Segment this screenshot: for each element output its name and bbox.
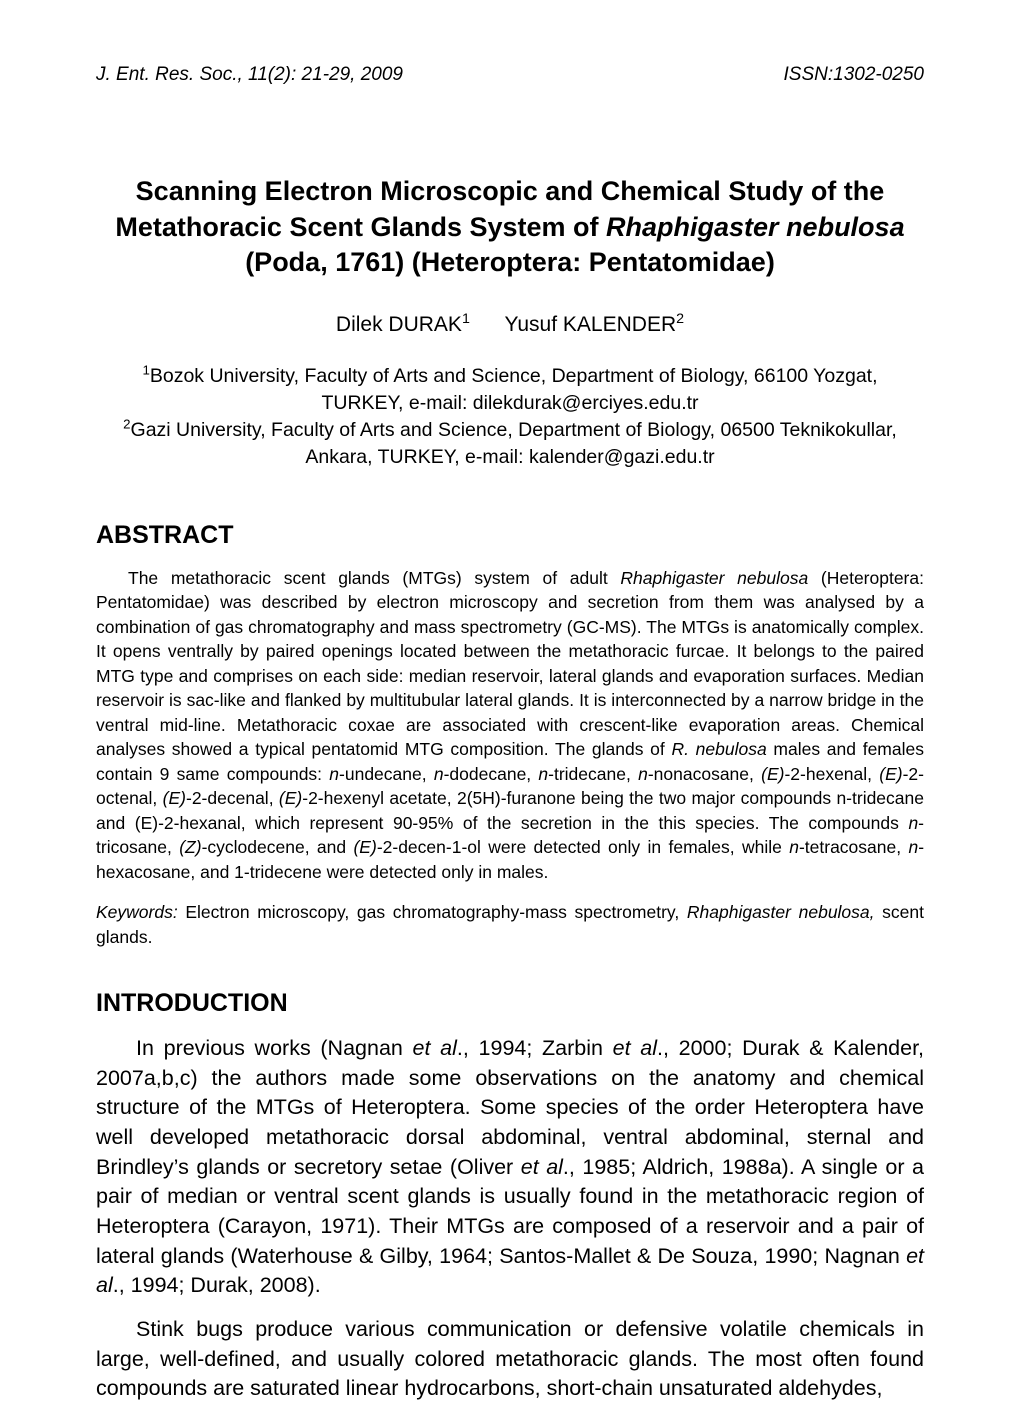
affil-2-line-1: Gazi University, Faculty of Arts and Sci… bbox=[131, 419, 897, 441]
abs-it: (E) bbox=[353, 837, 376, 857]
abs-seg: -undecane, bbox=[339, 764, 434, 784]
journal-citation: J. Ent. Res. Soc., 11(2): 21-29, 2009 bbox=[96, 64, 403, 86]
abs-it: (E) bbox=[163, 788, 186, 808]
title-line-1: Scanning Electron Microscopic and Chemic… bbox=[136, 176, 885, 206]
abs-seg: -nonacosane, bbox=[648, 764, 761, 784]
abs-seg: -tridecane, bbox=[548, 764, 638, 784]
abs-it: n bbox=[789, 837, 799, 857]
abstract-heading: ABSTRACT bbox=[96, 521, 924, 550]
title-line-3: (Poda, 1761) (Heteroptera: Pentatomidae) bbox=[245, 247, 775, 277]
title-species: Rhaphigaster nebulosa bbox=[606, 212, 905, 242]
abs-seg: -cyclodecene, and bbox=[202, 837, 354, 857]
running-header: J. Ent. Res. Soc., 11(2): 21-29, 2009 IS… bbox=[96, 64, 924, 86]
author-1-name: Dilek DURAK bbox=[336, 313, 462, 336]
keywords: Keywords: Electron microscopy, gas chrom… bbox=[96, 900, 924, 949]
introduction-heading: INTRODUCTION bbox=[96, 989, 924, 1018]
intro-seg: In previous works (Nagnan bbox=[136, 1036, 413, 1060]
abs-it: n bbox=[434, 764, 444, 784]
authors: Dilek DURAK1 Yusuf KALENDER2 bbox=[96, 313, 924, 337]
affil-1-line-2: TURKEY, e-mail: dilekdurak@erciyes.edu.t… bbox=[321, 392, 698, 414]
affil-1-line-1: Bozok University, Faculty of Arts and Sc… bbox=[150, 365, 878, 387]
intro-seg: ., 1994; Durak, 2008). bbox=[113, 1273, 321, 1297]
affil-2-line-2: Ankara, TURKEY, e-mail: kalender@gazi.ed… bbox=[305, 446, 714, 468]
abs-it: n bbox=[908, 813, 918, 833]
abs-it: (Z) bbox=[179, 837, 201, 857]
abs-seg: -2-decen-1-ol were detected only in fema… bbox=[377, 837, 789, 857]
article-title: Scanning Electron Microscopic and Chemic… bbox=[96, 174, 924, 281]
author-1-sup: 1 bbox=[462, 311, 470, 327]
abs-seg: The metathoracic scent glands (MTGs) sys… bbox=[128, 568, 620, 588]
abs-it: n bbox=[908, 837, 918, 857]
author-2-name: Yusuf KALENDER bbox=[505, 313, 677, 336]
abs-it: (E) bbox=[879, 764, 902, 784]
intro-para-2: Stink bugs produce various communication… bbox=[96, 1315, 924, 1404]
intro-it: et al bbox=[413, 1036, 457, 1060]
abs-seg: (Heteroptera: Pentatomidae) was describe… bbox=[96, 568, 924, 760]
page: J. Ent. Res. Soc., 11(2): 21-29, 2009 IS… bbox=[0, 0, 1020, 1402]
affil-2-sup: 2 bbox=[123, 416, 130, 431]
affiliations: 1Bozok University, Faculty of Arts and S… bbox=[96, 363, 924, 471]
intro-para-1: In previous works (Nagnan et al., 1994; … bbox=[96, 1034, 924, 1301]
intro-it: et al bbox=[521, 1155, 563, 1179]
kw-seg: Electron microscopy, gas chromatography-… bbox=[185, 902, 687, 922]
abs-it: (E) bbox=[761, 764, 784, 784]
abs-it: R. nebulosa bbox=[671, 739, 766, 759]
abs-seg: -tetracosane, bbox=[799, 837, 909, 857]
keywords-label: Keywords: bbox=[96, 902, 185, 922]
issn: ISSN:1302-0250 bbox=[784, 64, 925, 86]
kw-it: Rhaphigaster nebulosa, bbox=[687, 902, 875, 922]
intro-seg: ., 1994; Zarbin bbox=[457, 1036, 613, 1060]
intro-it: et al bbox=[613, 1036, 657, 1060]
author-gap bbox=[470, 313, 505, 336]
abs-seg: -dodecane, bbox=[444, 764, 539, 784]
abs-seg: -2-hexenal, bbox=[784, 764, 879, 784]
abs-it: n bbox=[538, 764, 548, 784]
author-2-sup: 2 bbox=[676, 311, 684, 327]
abs-it: (E) bbox=[279, 788, 302, 808]
title-line-2-pre: Metathoracic Scent Glands System of bbox=[115, 212, 606, 242]
abs-it: n bbox=[329, 764, 339, 784]
affil-1-sup: 1 bbox=[142, 362, 149, 377]
abs-it: n bbox=[638, 764, 648, 784]
abs-it: Rhaphigaster nebulosa bbox=[620, 568, 808, 588]
abstract-body: The metathoracic scent glands (MTGs) sys… bbox=[96, 566, 924, 885]
abs-seg: -2-decenal, bbox=[186, 788, 279, 808]
